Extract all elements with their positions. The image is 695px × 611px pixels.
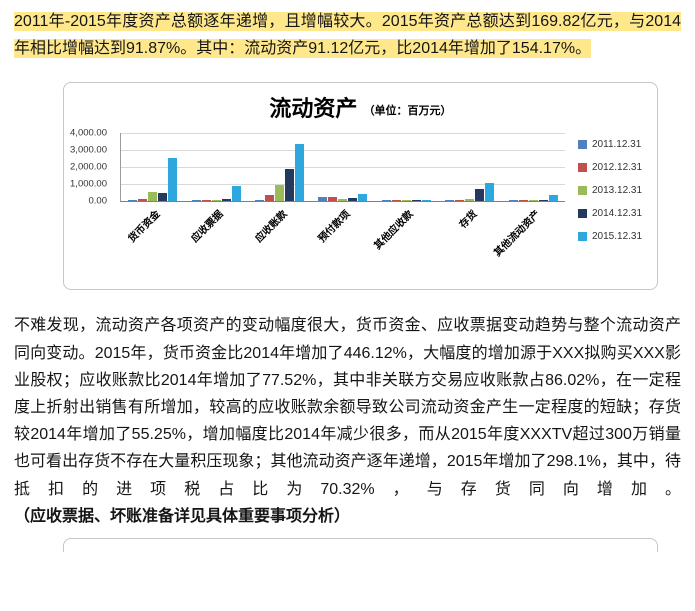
bar [255,199,265,202]
y-tick-label: 0.00 [88,195,108,207]
y-tick-label: 4,000.00 [70,127,107,139]
legend-swatch [578,209,587,219]
legend-swatch [578,140,587,150]
category-label: 存货 [457,209,480,232]
gridline [121,184,565,186]
plot-area [120,133,565,203]
document-page: 2011年-2015年度资产总额逐年递增，且增幅较大。2015年资产总额达到16… [0,8,695,611]
summary-paragraph: 2011年-2015年度资产总额逐年递增，且增幅较大。2015年资产总额达到16… [14,8,681,62]
legend-label: 2012.12.31 [592,162,643,174]
bar [465,199,475,202]
category-label: 应收账款 [253,209,290,246]
y-tick-label: 1,000.00 [70,178,107,190]
legend-swatch [578,232,587,242]
category-label: 货币资金 [126,209,163,246]
legend-label: 2015.12.31 [592,231,643,243]
legend-item: 2012.12.31 [578,162,642,173]
bar [518,200,528,202]
bar-group [375,133,438,202]
y-tick-label: 3,000.00 [70,144,107,156]
bar [128,200,138,202]
bar [381,200,391,202]
category-cell: 应收账款 [247,204,310,286]
category-cell: 应收票据 [183,204,246,286]
bar [475,189,485,202]
category-cell: 其他应收款 [373,204,437,286]
legend-item: 2013.12.31 [578,185,642,196]
bar [411,200,421,202]
category-label: 其他应收款 [372,209,417,253]
legend-swatch [578,186,587,196]
y-tick-label: 2,000.00 [70,161,107,173]
category-labels: 货币资金 应收票据 应收账款 预付款项 其他应收款 存货 其他流动资产 [120,204,564,286]
bar [275,185,285,202]
legend-item: 2014.12.31 [578,208,642,219]
bar [528,200,538,202]
category-cell: 货币资金 [120,204,183,286]
bar-group [502,133,565,202]
bar [318,196,328,202]
bar [158,193,168,202]
bar [138,199,148,202]
bar [221,199,231,202]
analysis-text: 不难发现，流动资产各项资产的变动幅度很大，货币资金、应收票据变动趋势与整个流动资… [14,317,681,498]
legend-swatch [578,163,587,173]
bar [548,195,558,202]
highlighted-text: 2011年-2015年度资产总额逐年递增，且增幅较大。2015年资产总额达到16… [14,12,681,59]
bar-group [438,133,501,202]
bar [168,157,178,202]
gridline [121,133,565,135]
bar-groups [121,133,565,202]
legend-item: 2011.12.31 [578,139,642,150]
gridline [121,167,565,169]
current-assets-chart: 流动资产 （单位：百万元） 4,000.00 3,000.00 2,000.00 1,… [63,82,658,291]
legend-label: 2013.12.31 [592,185,643,197]
category-label: 应收票据 [189,209,226,246]
bar [358,194,368,202]
chart-legend: 2011.12.31 2012.12.31 2013.12.31 2014.12.31… [578,139,642,242]
bar [401,200,411,202]
legend-label: 2011.12.31 [592,139,642,151]
legend-item: 2015.12.31 [578,231,642,242]
bar [191,200,201,202]
analysis-note-bold: （应收票据、坏账准备详见具体重要事项分析） [14,507,351,525]
bar-group [311,133,374,202]
y-axis-labels: 4,000.00 3,000.00 2,000.00 1,000.00 0.00 [64,128,114,207]
bar-group [184,133,247,202]
category-cell: 其他流动资产 [493,204,564,286]
bar [455,199,465,202]
next-section-box-top [63,537,658,552]
bar [538,199,548,202]
bar [508,200,518,202]
bar-group [121,133,184,202]
bar [328,197,338,202]
bar [231,186,241,202]
bar [338,198,348,202]
bar [285,169,295,202]
bar-group [248,133,311,202]
bar [348,197,358,202]
chart-unit-label: （单位：百万元） [363,105,452,118]
bar [265,194,275,202]
category-label: 预付款项 [316,209,353,246]
chart-title-text: 流动资产 [269,96,358,122]
bar [295,144,305,202]
bar [485,182,495,202]
analysis-paragraph: 不难发现，流动资产各项资产的变动幅度很大，货币资金、应收票据变动趋势与整个流动资… [14,312,681,530]
bar [201,200,211,202]
category-cell: 预付款项 [310,204,373,286]
bar [148,191,158,202]
legend-label: 2014.12.31 [592,208,643,220]
bar [391,200,401,202]
bar [445,200,455,202]
bar [421,200,431,202]
gridline [121,150,565,152]
bar [211,200,221,202]
chart-title: 流动资产 （单位：百万元） [64,91,657,123]
